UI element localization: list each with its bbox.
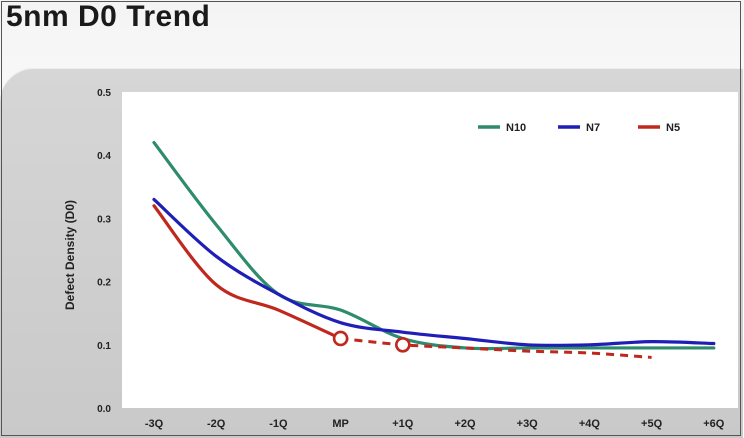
y-tick-label: 0.0 xyxy=(97,404,111,415)
plot-area xyxy=(122,92,738,408)
y-tick-label: 0.3 xyxy=(97,214,111,225)
x-tick-label: +2Q xyxy=(454,418,476,430)
series-marker-n5 xyxy=(332,330,349,347)
x-tick-label: MP xyxy=(332,418,349,430)
x-tick-label: -2Q xyxy=(207,418,226,430)
x-tick-label: +3Q xyxy=(517,418,539,430)
page-title: 5nm D0 Trend xyxy=(6,0,211,33)
x-tick-label: -3Q xyxy=(145,418,164,430)
y-axis-title: Defect Density (D0) xyxy=(63,199,77,311)
y-tick-label: 0.1 xyxy=(97,341,111,352)
y-tick-label: 0.4 xyxy=(97,151,111,162)
x-tick-label: -1Q xyxy=(269,418,288,430)
legend-label-n10: N10 xyxy=(506,122,526,134)
series-marker-n5 xyxy=(394,336,411,353)
x-tick-label: +5Q xyxy=(641,418,663,430)
x-tick-label: +1Q xyxy=(392,418,414,430)
series-line-n7 xyxy=(152,197,716,348)
legend-label-n7: N7 xyxy=(586,122,600,134)
series-line-n5 xyxy=(152,204,343,341)
y-tick-label: 0.5 xyxy=(97,88,111,99)
x-tick-label: +4Q xyxy=(579,418,601,430)
y-tick-label: 0.2 xyxy=(97,278,111,289)
x-tick-label: +6Q xyxy=(703,418,725,430)
legend-label-n5: N5 xyxy=(666,122,680,134)
